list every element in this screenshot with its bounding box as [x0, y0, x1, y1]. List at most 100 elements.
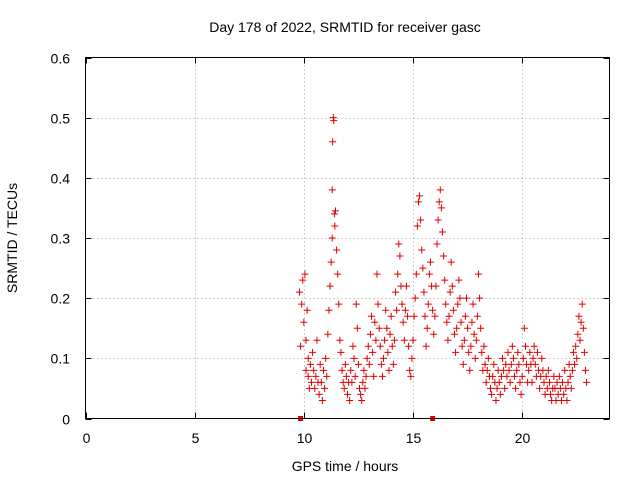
data-point: [327, 258, 335, 266]
y-axis-label: SRMTID / TECUs: [4, 183, 20, 293]
data-point: [469, 300, 477, 308]
data-point: [571, 360, 579, 368]
data-point: [408, 354, 416, 362]
data-point: [300, 318, 308, 326]
data-point: [423, 324, 431, 332]
data-point: [330, 210, 338, 218]
data-point: [311, 384, 319, 392]
data-point: [529, 354, 537, 362]
axis-ticks: [85, 57, 610, 420]
x-tick-label: 0: [83, 430, 91, 446]
data-point: [362, 372, 370, 380]
data-point: [432, 282, 440, 290]
data-point: [416, 192, 424, 200]
data-point: [361, 384, 369, 392]
data-point: [329, 138, 337, 146]
data-point: [449, 306, 457, 314]
data-point: [369, 348, 377, 356]
data-point: [470, 330, 478, 338]
data-point: [581, 366, 589, 374]
data-point: [512, 384, 520, 392]
data-point: [509, 354, 517, 362]
data-point: [406, 366, 414, 374]
data-point: [368, 312, 376, 320]
data-point: [516, 378, 524, 386]
data-point: [484, 354, 492, 362]
data-point: [384, 348, 392, 356]
data-point: [517, 390, 525, 398]
data-point: [304, 354, 312, 362]
data-point: [457, 318, 465, 326]
data-point: [473, 312, 481, 320]
data-point: [387, 312, 395, 320]
data-point: [401, 306, 409, 314]
data-point: [298, 300, 306, 308]
y-tick-label: 0.3: [51, 231, 71, 247]
y-tick-labels: 0 0.1 0.2 0.3 0.4 0.5 0.6: [51, 51, 71, 428]
data-point: [382, 306, 390, 314]
x-tick-label: 10: [297, 430, 313, 446]
data-point: [328, 234, 336, 242]
data-point: [295, 288, 303, 296]
data-point: [309, 348, 317, 356]
data-point: [561, 366, 569, 374]
data-point: [301, 270, 309, 278]
data-point: [346, 396, 354, 404]
data-point: [472, 336, 480, 344]
data-point: [388, 342, 396, 350]
data-point: [418, 246, 426, 254]
data-point: [394, 270, 402, 278]
data-point: [381, 336, 389, 344]
data-point: [344, 390, 351, 398]
data-point: [322, 354, 330, 362]
data-point: [555, 372, 563, 380]
data-point: [333, 246, 341, 254]
data-point: [385, 366, 393, 374]
data-point: [335, 300, 343, 308]
data-point: [359, 378, 367, 386]
data-point: [357, 390, 365, 398]
data-point: [466, 366, 474, 374]
data-point: [302, 366, 310, 374]
data-point: [399, 318, 407, 326]
data-point: [364, 342, 372, 350]
data-point: [503, 372, 511, 380]
data-point: [378, 372, 386, 380]
data-point: [483, 366, 491, 374]
data-point: [448, 282, 456, 290]
x-tick-label: 20: [515, 430, 531, 446]
data-point: [389, 360, 397, 368]
data-point: [505, 366, 513, 374]
x-tick-labels: 0 5 10 15 20: [83, 430, 531, 446]
data-point: [454, 300, 462, 308]
data-point: [536, 384, 544, 392]
data-point: [542, 372, 550, 380]
data-point: [430, 330, 438, 338]
data-point: [383, 324, 391, 332]
data-point: [350, 354, 358, 362]
data-point: [419, 264, 427, 272]
data-point: [354, 360, 362, 368]
data-point: [431, 312, 439, 320]
data-point: [519, 354, 527, 362]
data-point: [347, 366, 355, 374]
data-point: [564, 378, 572, 386]
data-point: [446, 288, 454, 296]
data-point: [336, 336, 344, 344]
data-point: [312, 372, 320, 380]
data-point: [412, 270, 420, 278]
data-point: [302, 336, 310, 344]
data-point: [447, 258, 455, 266]
data-point: [450, 330, 458, 338]
data-point: [409, 336, 417, 344]
y-tick-label: 0.4: [51, 171, 71, 187]
data-point: [325, 306, 333, 314]
data-point: [377, 360, 385, 368]
data-point: [400, 336, 408, 344]
data-point: [501, 384, 509, 392]
x-axis-label: GPS time / hours: [292, 458, 399, 474]
data-point: [407, 372, 415, 380]
data-point: [456, 294, 464, 302]
data-point: [495, 378, 503, 386]
data-point: [533, 348, 541, 356]
